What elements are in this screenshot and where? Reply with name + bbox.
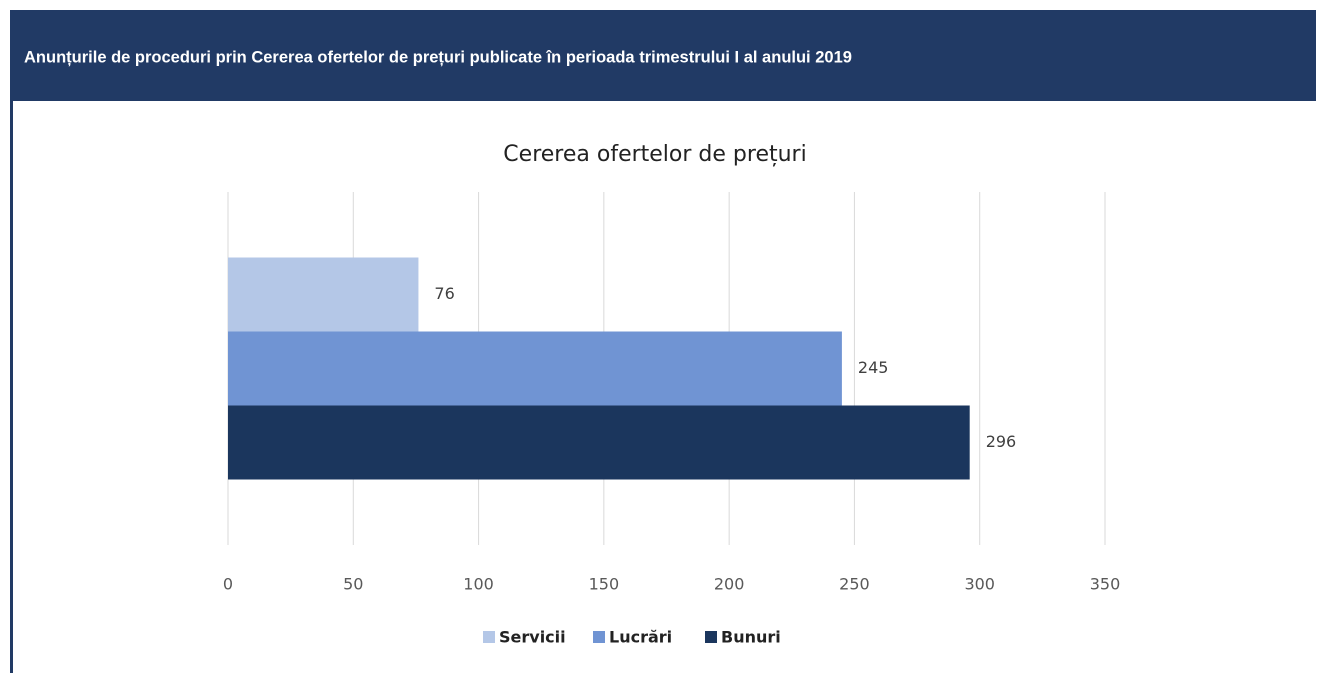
- bar: [228, 405, 970, 480]
- bar: [228, 257, 419, 332]
- legend-swatch: [593, 631, 605, 643]
- legend-label: Bunuri: [721, 628, 781, 647]
- header-band: [10, 10, 1316, 101]
- x-tick-label: 350: [1090, 575, 1121, 594]
- x-tick-label: 100: [463, 575, 494, 594]
- x-tick-label: 150: [589, 575, 620, 594]
- x-tick-label: 250: [839, 575, 870, 594]
- legend-label: Servicii: [499, 628, 566, 647]
- bar: [228, 331, 842, 406]
- data-label: 296: [986, 432, 1017, 451]
- x-tick-label: 0: [223, 575, 233, 594]
- chart-title: Cererea ofertelor de prețuri: [503, 142, 806, 167]
- x-tick-label: 200: [714, 575, 745, 594]
- legend-swatch: [705, 631, 717, 643]
- x-tick-label: 300: [964, 575, 995, 594]
- legend-swatch: [483, 631, 495, 643]
- left-border: [10, 10, 13, 673]
- data-label: 245: [858, 358, 889, 377]
- header-title: Anunțurile de proceduri prin Cererea ofe…: [24, 48, 852, 66]
- data-label: 76: [434, 284, 454, 303]
- legend-label: Lucrări: [609, 628, 672, 647]
- x-tick-label: 50: [343, 575, 363, 594]
